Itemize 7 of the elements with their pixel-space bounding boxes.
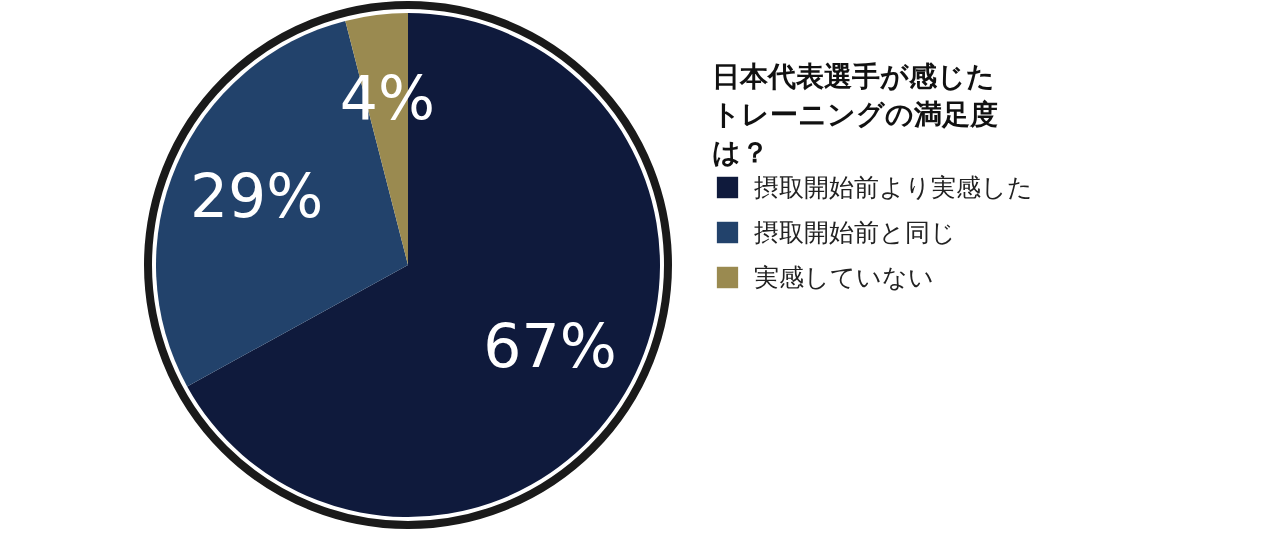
text: 日本代表選手が感じたトレーニングの満足度は？ [712, 59, 999, 171]
data-label: 29% [189, 161, 324, 232]
data-label: 67% [483, 310, 617, 381]
legend-label: 実感していない [754, 262, 934, 292]
data-label: 4% [339, 63, 435, 134]
legend-label: 摂取開始前より実感した [754, 172, 1033, 202]
legend-label: 摂取開始前と同じ [754, 217, 956, 247]
